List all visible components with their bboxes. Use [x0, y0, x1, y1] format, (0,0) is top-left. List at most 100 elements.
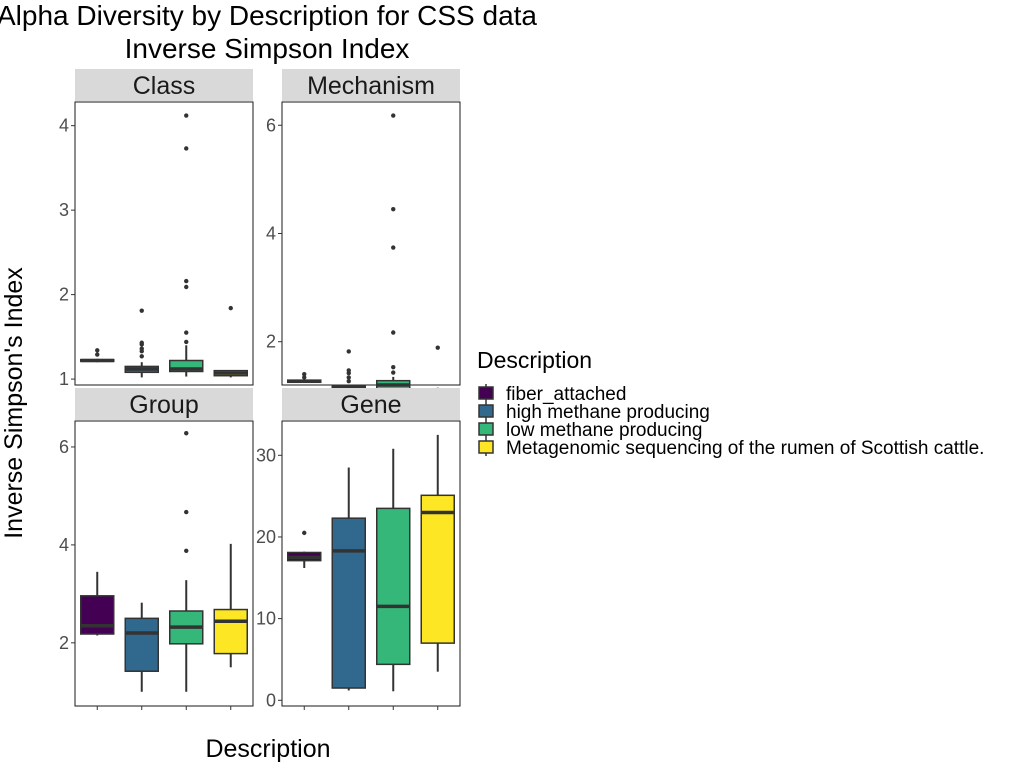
y-axis-title: Inverse Simpson's Index [0, 267, 28, 539]
facet-strip-label: Class [133, 72, 196, 100]
box-low-methane-producing [376, 113, 411, 391]
box-metagenomic-sequencing-of-the-rumen-of-scottish-cattle [213, 543, 248, 668]
panel-border [281, 420, 461, 707]
legend-item-metagenomic-sequencing-of-the-rumen-of-scottish-cattle: Metagenomic sequencing of the rumen of S… [478, 438, 984, 459]
panel-border [74, 420, 254, 707]
x-axis-title: Description [205, 735, 330, 763]
outlier-point [435, 345, 440, 350]
box-low-methane-producing [169, 431, 204, 692]
panel-border [74, 101, 254, 386]
outlier-point [391, 370, 396, 375]
facet-gene: Gene 0 10 20 30 [256, 388, 461, 710]
outlier-point [302, 530, 307, 536]
facet-class: Class 1 2 3 4 [59, 69, 254, 389]
facet-strip [75, 388, 253, 420]
y-tick-label: 0 [266, 690, 276, 710]
y-tick-label: 2 [59, 633, 69, 653]
chart-subtitle: Inverse Simpson Index [125, 33, 410, 64]
legend-label: high methane producing [506, 402, 710, 423]
box-iqr [80, 595, 115, 635]
box-iqr [331, 517, 366, 689]
outlier-point [95, 348, 100, 353]
outlier-point [346, 349, 351, 354]
box-high-methane-producing [124, 602, 159, 692]
y-tick-label: 3 [59, 200, 69, 220]
outlier-point [346, 368, 351, 373]
box-low-methane-producing [376, 448, 411, 692]
legend-label: fiber_attached [506, 384, 626, 405]
y-tick-label: 2 [59, 285, 69, 305]
legend-item-low-methane-producing: low methane producing [478, 420, 702, 441]
legend-key [478, 440, 494, 454]
y-tick-label: 6 [266, 115, 276, 135]
outlier-point [184, 330, 189, 335]
facet-mechanism: Mechanism 2 4 6 [266, 69, 461, 393]
box-fiber-attached [80, 348, 115, 363]
outlier-point [139, 346, 144, 351]
outlier-point [184, 509, 189, 515]
outlier-point [95, 352, 100, 357]
box-metagenomic-sequencing-of-the-rumen-of-scottish-cattle [420, 345, 455, 393]
outlier-point [184, 113, 189, 118]
y-tick-label: 2 [266, 332, 276, 352]
box-iqr [124, 617, 159, 672]
box-iqr [376, 507, 411, 666]
outlier-point [302, 371, 307, 377]
legend-label: low methane producing [506, 420, 702, 441]
outlier-point [302, 375, 307, 380]
box-high-methane-producing [331, 349, 366, 391]
legend-label: Metagenomic sequencing of the rumen of S… [506, 438, 984, 459]
y-tick-label: 6 [59, 437, 69, 457]
panel-border [281, 101, 461, 386]
outlier-point [184, 278, 189, 284]
box-low-methane-producing [169, 113, 204, 377]
outlier-point [139, 354, 144, 359]
outlier-point [391, 330, 396, 335]
box-high-methane-producing [331, 467, 366, 691]
box-iqr [420, 494, 455, 644]
y-tick-label: 4 [59, 116, 69, 136]
facet-strip-label: Mechanism [307, 72, 435, 100]
y-tick-label: 4 [266, 223, 276, 243]
outlier-point [139, 340, 144, 345]
y-tick-label: 10 [256, 609, 276, 629]
outlier-point [184, 548, 189, 553]
outlier-point [184, 284, 189, 290]
legend-item-high-methane-producing: high methane producing [478, 402, 710, 423]
box-iqr [213, 608, 248, 655]
facet-panels: Class 1 2 3 4 Mechanism 2 4 6 Group 2 4 6 Gene 0 10 20 30 [59, 69, 461, 710]
legend-key [478, 422, 494, 436]
outlier-point [228, 305, 233, 311]
legend-title: Description [477, 347, 592, 373]
box-fiber-attached [287, 530, 322, 568]
outlier-point [139, 308, 144, 313]
box-metagenomic-sequencing-of-the-rumen-of-scottish-cattle [420, 434, 455, 672]
legend-item-fiber-attached: fiber_attached [478, 384, 626, 405]
outlier-point [346, 379, 351, 384]
outlier-point [184, 146, 189, 151]
box-high-methane-producing [124, 308, 159, 378]
box-fiber-attached [287, 371, 322, 384]
legend-key [478, 386, 494, 400]
facet-group: Group 2 4 6 [59, 388, 254, 710]
outlier-point [184, 431, 189, 436]
box-metagenomic-sequencing-of-the-rumen-of-scottish-cattle [213, 305, 248, 378]
box-iqr [169, 359, 204, 373]
facet-strip [282, 69, 460, 101]
y-tick-label: 30 [256, 445, 276, 465]
outlier-point [391, 206, 396, 212]
y-tick-label: 1 [59, 369, 69, 389]
chart-title: Alpha Diversity by Description for CSS d… [0, 0, 537, 31]
y-tick-label: 20 [256, 527, 276, 547]
facet-strip-label: Gene [340, 391, 401, 419]
facet-strip [282, 388, 460, 420]
legend-key [478, 404, 494, 418]
facet-strip-label: Group [129, 391, 198, 419]
facet-strip [75, 69, 253, 101]
y-tick-label: 4 [59, 535, 69, 555]
outlier-point [346, 375, 351, 380]
outlier-point [391, 364, 396, 370]
